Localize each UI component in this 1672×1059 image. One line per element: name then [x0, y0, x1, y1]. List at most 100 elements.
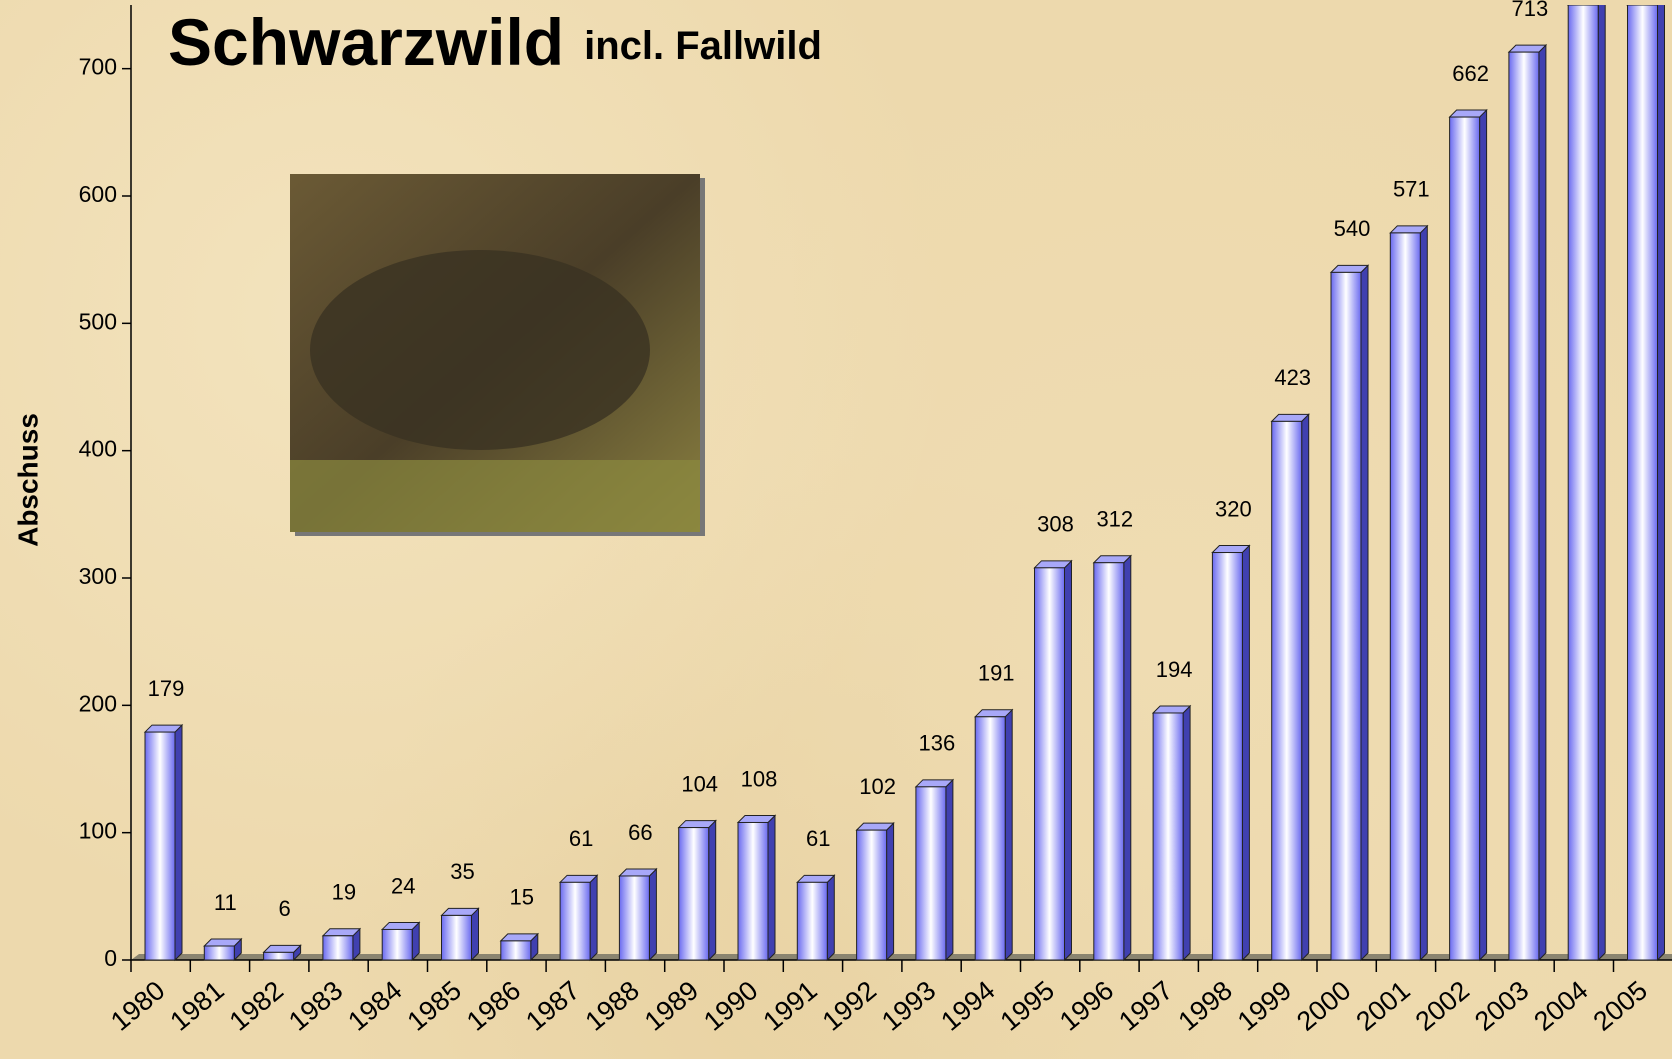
data-label: 61 [569, 826, 593, 851]
y-tick-label: 400 [79, 436, 117, 462]
data-label: 713 [1512, 0, 1549, 21]
bar [1153, 713, 1183, 960]
x-tick-label: 1989 [639, 975, 704, 1037]
bar-top [1153, 706, 1190, 713]
y-tick-label: 0 [104, 945, 117, 971]
data-label: 191 [978, 661, 1015, 686]
bar [382, 929, 412, 960]
data-label: 179 [148, 676, 185, 701]
x-tick-label: 1999 [1232, 975, 1297, 1037]
data-label: 15 [510, 885, 534, 910]
data-label: 320 [1215, 496, 1252, 521]
bar [1568, 5, 1598, 960]
title: Schwarzwild [168, 5, 564, 79]
bar-top [738, 815, 775, 822]
data-label: 540 [1334, 216, 1371, 241]
x-tick-label: 2000 [1291, 975, 1356, 1037]
bar-side [1480, 110, 1487, 960]
bar-top [1568, 0, 1605, 5]
bar [738, 822, 768, 960]
data-label: 102 [859, 774, 896, 799]
bar-side [1361, 265, 1368, 960]
data-label: 35 [450, 859, 474, 884]
floor [131, 954, 1672, 960]
y-tick-label: 100 [79, 818, 117, 844]
bar-top [975, 710, 1012, 717]
bar-top [1450, 110, 1487, 117]
bar-side [1124, 556, 1131, 960]
data-label: 662 [1452, 61, 1489, 86]
x-tick-label: 1984 [342, 975, 407, 1037]
bar [797, 882, 827, 960]
x-tick-label: 2003 [1469, 975, 1534, 1037]
bar-top [619, 869, 656, 876]
bar-top [679, 821, 716, 828]
bar-side [590, 875, 597, 960]
bar-top [1272, 414, 1309, 421]
bar [560, 882, 590, 960]
y-tick-label: 200 [79, 690, 117, 716]
bar-top [501, 934, 538, 941]
bar-top [1212, 546, 1249, 553]
bar-side [1598, 0, 1605, 960]
x-tick-label: 1985 [402, 975, 467, 1037]
data-label: 24 [391, 873, 415, 898]
bar-top [1509, 45, 1546, 52]
bar [1450, 117, 1480, 960]
data-label: 19 [332, 880, 356, 905]
bar-side [472, 908, 479, 960]
x-tick-label: 1995 [995, 975, 1060, 1037]
bar-side [827, 875, 834, 960]
chart: Schwarzwildincl. Fallwild Abschuss 01002… [0, 0, 1672, 1059]
bar [442, 915, 472, 960]
bar [1331, 272, 1361, 960]
y-tick-label: 500 [79, 308, 117, 334]
x-tick-label: 2004 [1528, 975, 1593, 1037]
data-label: 104 [681, 771, 718, 796]
bar-top [1628, 0, 1665, 5]
y-tick-label: 700 [79, 54, 117, 80]
bar-side [649, 869, 656, 960]
x-tick-label: 1982 [224, 975, 289, 1037]
data-label: 194 [1156, 657, 1193, 682]
bar-top [382, 922, 419, 929]
bar [1272, 421, 1302, 960]
data-label: 571 [1393, 177, 1430, 202]
x-tick-label: 1996 [1054, 975, 1119, 1037]
bar-top [145, 725, 182, 732]
x-tick-label: 1980 [105, 975, 170, 1037]
bar-side [946, 780, 953, 960]
bar [145, 732, 175, 960]
bar-side [1658, 0, 1665, 960]
bar [1035, 568, 1065, 960]
bar-side [1242, 546, 1249, 960]
x-tick-label: 1981 [164, 975, 229, 1037]
bar-side [887, 823, 894, 960]
x-tick-label: 1992 [817, 975, 882, 1037]
y-tick-label: 600 [79, 181, 117, 207]
bar [916, 787, 946, 960]
bar-side [768, 815, 775, 960]
bar-top [264, 945, 301, 952]
bar-top [1390, 226, 1427, 233]
bar-side [1183, 706, 1190, 960]
x-tick-label: 1990 [698, 975, 763, 1037]
x-tick-label: 1987 [520, 975, 585, 1037]
bar [323, 936, 353, 960]
bar-top [323, 929, 360, 936]
bar [501, 941, 531, 960]
data-label: 312 [1096, 507, 1133, 532]
bar [1390, 233, 1420, 960]
data-label: 66 [628, 820, 652, 845]
data-label: 61 [806, 826, 830, 851]
x-tick-label: 2002 [1410, 975, 1475, 1037]
bar-side [1005, 710, 1012, 960]
bar-side [1539, 45, 1546, 960]
bar [679, 828, 709, 960]
x-tick-label: 1983 [283, 975, 348, 1037]
bar [204, 946, 234, 960]
data-label: 308 [1037, 512, 1074, 537]
x-tick-label: 2005 [1588, 975, 1653, 1037]
x-tick-label: 1998 [1173, 975, 1238, 1037]
page: Schwarzwildincl. Fallwild Abschuss 01002… [0, 0, 1672, 1059]
